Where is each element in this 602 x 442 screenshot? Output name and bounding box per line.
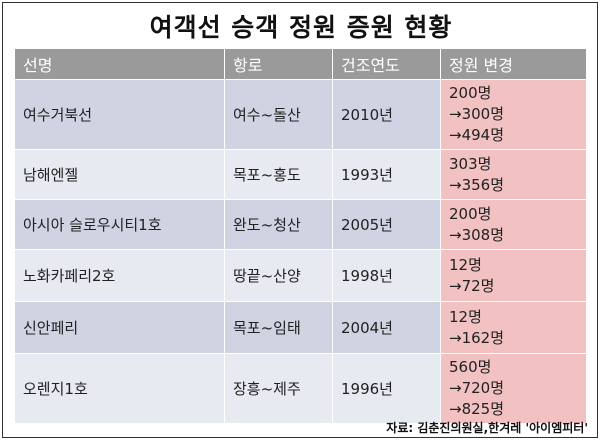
route-cell: 목포~임태 xyxy=(224,301,333,354)
build-year-cell: 2004년 xyxy=(332,301,441,354)
capacity-change-cell: 200명 →300명 →494명 xyxy=(440,79,587,150)
build-year-cell: 2010년 xyxy=(332,79,441,150)
route-cell: 땅끝~산양 xyxy=(224,249,333,302)
table-row: 노화카페리2호 땅끝~산양 1998년 12명 →72명 xyxy=(14,249,587,302)
header-route: 항로 xyxy=(224,48,333,80)
route-cell: 여수~돌산 xyxy=(224,79,333,150)
capacity-value: 560명 xyxy=(449,358,492,376)
capacity-value: 303명 xyxy=(449,154,492,173)
capacity-value: →72명 xyxy=(449,276,495,295)
capacity-value: →494명 xyxy=(449,126,504,144)
ship-name-cell: 신안페리 xyxy=(14,301,225,354)
route-cell: 장흥~제주 xyxy=(224,353,333,424)
table-row: 신안페리 목포~임태 2004년 12명 →162명 xyxy=(14,301,587,354)
header-ship-name: 선명 xyxy=(14,48,225,80)
ship-name-cell: 여수거북선 xyxy=(14,79,225,150)
capacity-value: →356명 xyxy=(449,175,504,194)
capacity-value: 12명 xyxy=(449,255,482,274)
build-year-cell: 1993년 xyxy=(332,149,441,200)
capacity-change-cell: 200명 →308명 xyxy=(440,199,587,250)
route-cell: 완도~청산 xyxy=(224,199,333,250)
table-row: 남해엔젤 목포~홍도 1993년 303명 →356명 xyxy=(14,149,587,200)
table-row: 아시아 슬로우시티1호 완도~청산 2005년 200명 →308명 xyxy=(14,199,587,250)
capacity-value: →825명 xyxy=(449,400,504,418)
capacity-value: →308명 xyxy=(449,225,504,244)
table-row: 오렌지1호 장흥~제주 1996년 560명 →720명 →825명 xyxy=(14,353,587,424)
capacity-change-cell: 303명 →356명 xyxy=(440,149,587,200)
route-cell: 목포~홍도 xyxy=(224,149,333,200)
build-year-cell: 1996년 xyxy=(332,353,441,424)
ship-name-cell: 남해엔젤 xyxy=(14,149,225,200)
header-capacity-change: 정원 변경 xyxy=(440,48,587,80)
table-header-row: 선명 항로 건조연도 정원 변경 xyxy=(14,48,587,80)
table-row: 여수거북선 여수~돌산 2010년 200명 →300명 →494명 xyxy=(14,79,587,150)
page-title: 여객선 승객 정원 증원 현황 xyxy=(149,13,453,42)
capacity-value: →162명 xyxy=(449,328,504,347)
ship-name-cell: 오렌지1호 xyxy=(14,353,225,424)
ship-name-cell: 노화카페리2호 xyxy=(14,249,225,302)
ferry-capacity-table: 선명 항로 건조연도 정원 변경 여수거북선 여수~돌산 2010년 200명 … xyxy=(14,48,587,424)
capacity-value: 12명 xyxy=(449,307,482,326)
capacity-change-cell: 12명 →162명 xyxy=(440,301,587,354)
build-year-cell: 1998년 xyxy=(332,249,441,302)
capacity-value: 200명 xyxy=(449,204,492,223)
capacity-value: →300명 xyxy=(449,105,504,123)
capacity-value: →720명 xyxy=(449,379,504,397)
build-year-cell: 2005년 xyxy=(332,199,441,250)
capacity-value: 200명 xyxy=(449,84,492,102)
ship-name-cell: 아시아 슬로우시티1호 xyxy=(14,199,225,250)
capacity-change-cell: 560명 →720명 →825명 xyxy=(440,353,587,424)
header-build-year: 건조연도 xyxy=(332,48,441,80)
capacity-change-cell: 12명 →72명 xyxy=(440,249,587,302)
source-credit: 자료: 김춘진의원실,한겨레 '아이엠피터' xyxy=(386,421,588,435)
